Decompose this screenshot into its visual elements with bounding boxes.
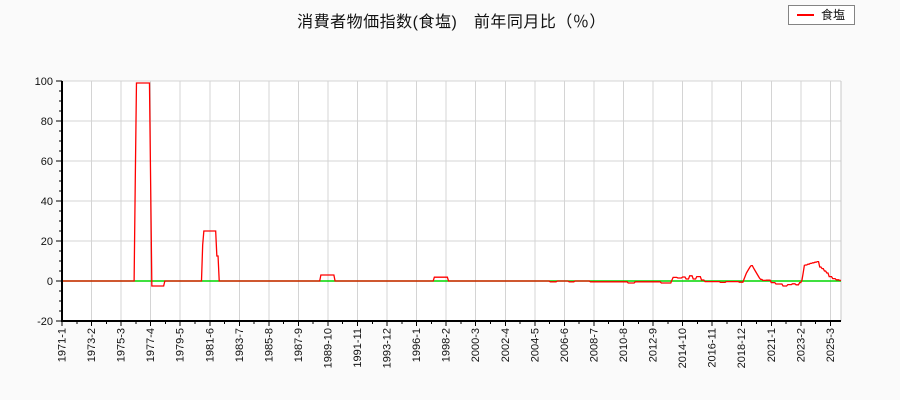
y-tick-label: 20 [41,236,53,248]
x-tick-label: 1985-8 [263,328,275,362]
x-tick-label: 1981-6 [204,328,216,362]
y-tick-label: -20 [37,316,53,328]
x-tick-label: 2016-11 [707,328,719,368]
x-tick-label: 2021-1 [766,328,778,362]
x-tick-label: 2018-12 [736,328,748,368]
legend-line-icon [797,14,814,16]
x-tick-label: 1983-7 [234,328,246,362]
x-tick-label: 1989-10 [322,328,334,368]
x-tick-label: 1987-9 [293,328,305,362]
x-tick-label: 2008-7 [588,328,600,362]
x-tick-label: 1993-12 [382,328,394,368]
x-tick-label: 2012-9 [648,328,660,362]
y-tick-label: 60 [41,156,53,168]
y-tick-label: 40 [41,196,53,208]
legend: 食塩 [788,5,855,25]
chart-title: 消費者物価指数(食塩) 前年同月比（％） [297,14,606,31]
x-tick-label: 2000-3 [470,328,482,362]
x-tick-label: 1977-4 [145,328,157,362]
x-tick-label: 2010-8 [618,328,630,362]
x-tick-label: 2023-2 [795,328,807,362]
series-line [62,82,841,287]
x-tick-label: 2025-3 [825,328,837,362]
x-tick-label: 1996-1 [411,328,423,362]
x-tick-label: 1991-11 [352,328,364,368]
x-tick-label: 2004-5 [529,328,541,362]
legend-label: 食塩 [821,8,846,22]
y-tick-label: 80 [41,116,53,128]
x-tick-label: 1973-2 [86,328,98,362]
x-tick-label: 1971-1 [57,328,69,362]
x-tick-label: 1998-2 [441,328,453,362]
y-tick-label: 0 [47,276,53,288]
y-tick-label: 100 [35,76,53,88]
x-tick-label: 2014-10 [677,328,689,368]
x-tick-label: 2006-6 [559,328,571,362]
x-tick-label: 2002-4 [500,328,512,362]
x-tick-label: 1975-3 [116,328,128,362]
x-tick-label: 1979-5 [175,328,187,362]
